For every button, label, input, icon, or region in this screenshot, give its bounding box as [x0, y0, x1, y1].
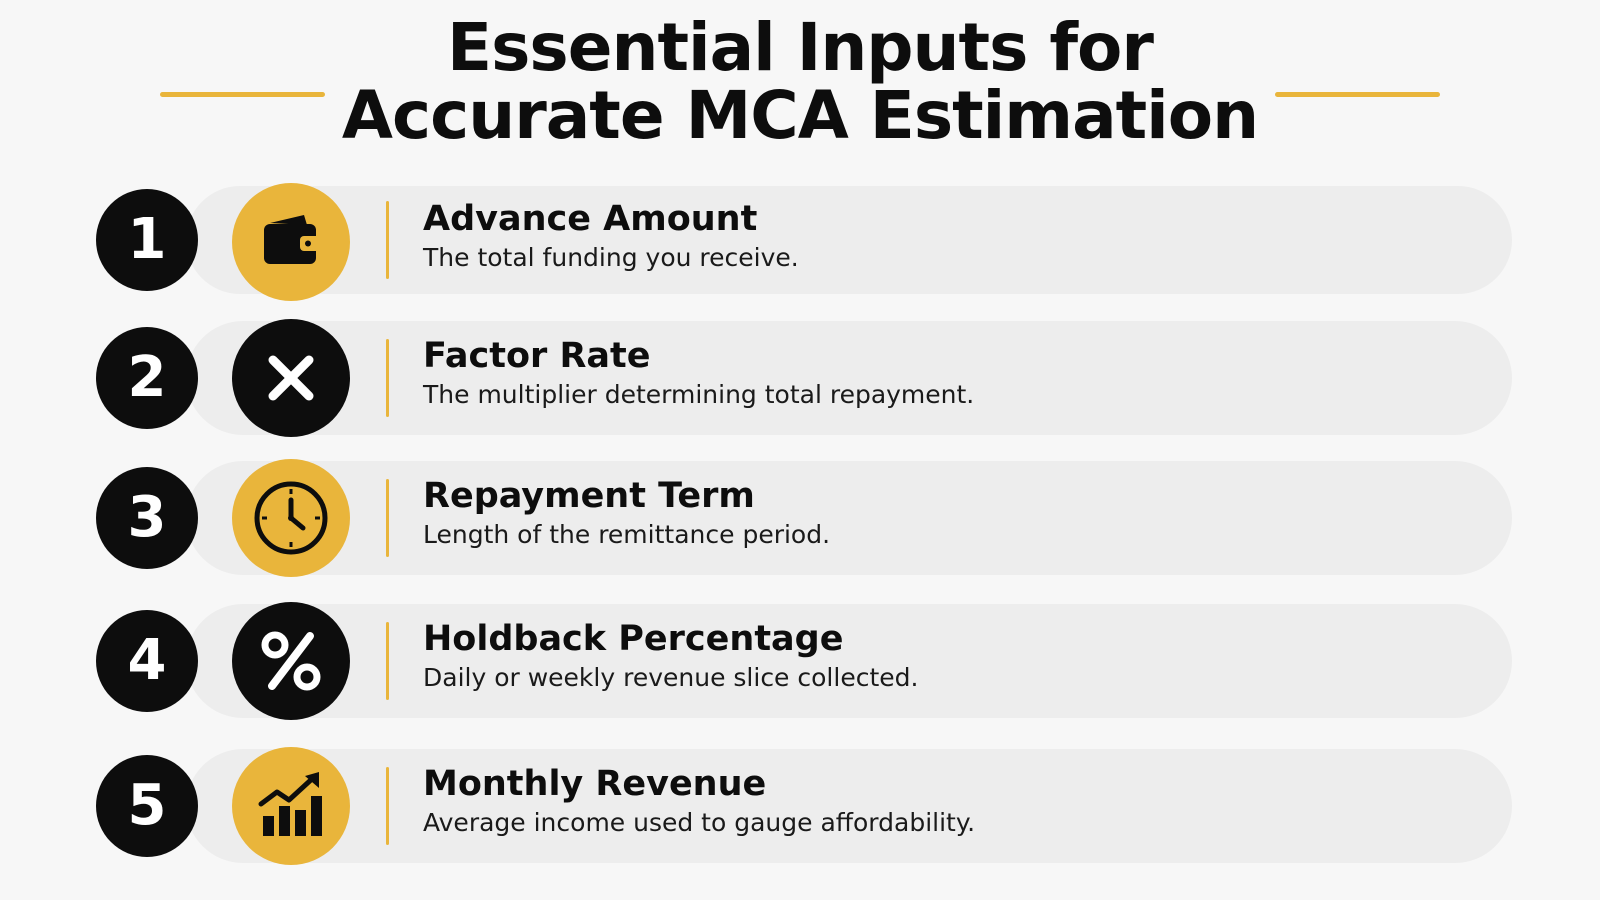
page-title: Essential Inputs for Accurate MCA Estima… — [0, 14, 1600, 150]
row-divider — [386, 201, 389, 279]
row-heading: Repayment Term — [423, 476, 755, 516]
row-pill — [186, 186, 1512, 294]
row-text: Holdback Percentage Daily or weekly reve… — [423, 618, 918, 694]
row-description: Average income used to gauge affordabili… — [423, 808, 976, 837]
row-heading: Holdback Percentage — [423, 619, 844, 659]
clock-icon — [232, 459, 350, 577]
row-divider — [386, 767, 389, 845]
title-line-2: Accurate MCA Estimation — [341, 77, 1259, 154]
row-heading: Factor Rate — [423, 336, 651, 376]
row-description: The total funding you receive. — [423, 243, 799, 272]
row-pill — [186, 604, 1512, 718]
row-text: Factor Rate The multiplier determining t… — [423, 335, 974, 411]
row-text: Advance Amount The total funding you rec… — [423, 198, 799, 274]
input-row-holdback-percentage: 4 Holdback Percentage Daily or weekly re… — [96, 602, 1512, 720]
step-number-badge: 5 — [96, 755, 198, 857]
row-divider — [386, 479, 389, 557]
row-pill — [186, 749, 1512, 863]
input-row-repayment-term: 3 Repayment Term Length of the remittanc… — [96, 459, 1512, 577]
step-number-badge: 4 — [96, 610, 198, 712]
percent-icon — [232, 602, 350, 720]
title-rule-left — [160, 92, 325, 97]
row-description: Daily or weekly revenue slice collected. — [423, 663, 919, 692]
row-divider — [386, 339, 389, 417]
input-row-advance-amount: 1 Advance Amount The total funding you r… — [96, 183, 1512, 301]
row-text: Monthly Revenue Average income used to g… — [423, 763, 975, 839]
row-description: Length of the remittance period. — [423, 520, 831, 549]
input-row-monthly-revenue: 5 Monthly Revenue Average income used to… — [96, 747, 1512, 865]
title-block: Essential Inputs for Accurate MCA Estima… — [0, 14, 1600, 150]
row-heading: Monthly Revenue — [423, 764, 767, 804]
step-number-badge: 1 — [96, 189, 198, 291]
row-description: The multiplier determining total repayme… — [423, 380, 975, 409]
row-divider — [386, 622, 389, 700]
row-pill — [186, 321, 1512, 435]
row-heading: Advance Amount — [423, 199, 758, 239]
title-rule-right — [1275, 92, 1440, 97]
multiply-icon — [232, 319, 350, 437]
growth-chart-icon — [232, 747, 350, 865]
row-pill — [186, 461, 1512, 575]
step-number-badge: 3 — [96, 467, 198, 569]
row-text: Repayment Term Length of the remittance … — [423, 475, 830, 551]
title-line-1: Essential Inputs for — [447, 9, 1154, 86]
step-number-badge: 2 — [96, 327, 198, 429]
wallet-icon — [232, 183, 350, 301]
input-row-factor-rate: 2 Factor Rate The multiplier determining… — [96, 319, 1512, 437]
